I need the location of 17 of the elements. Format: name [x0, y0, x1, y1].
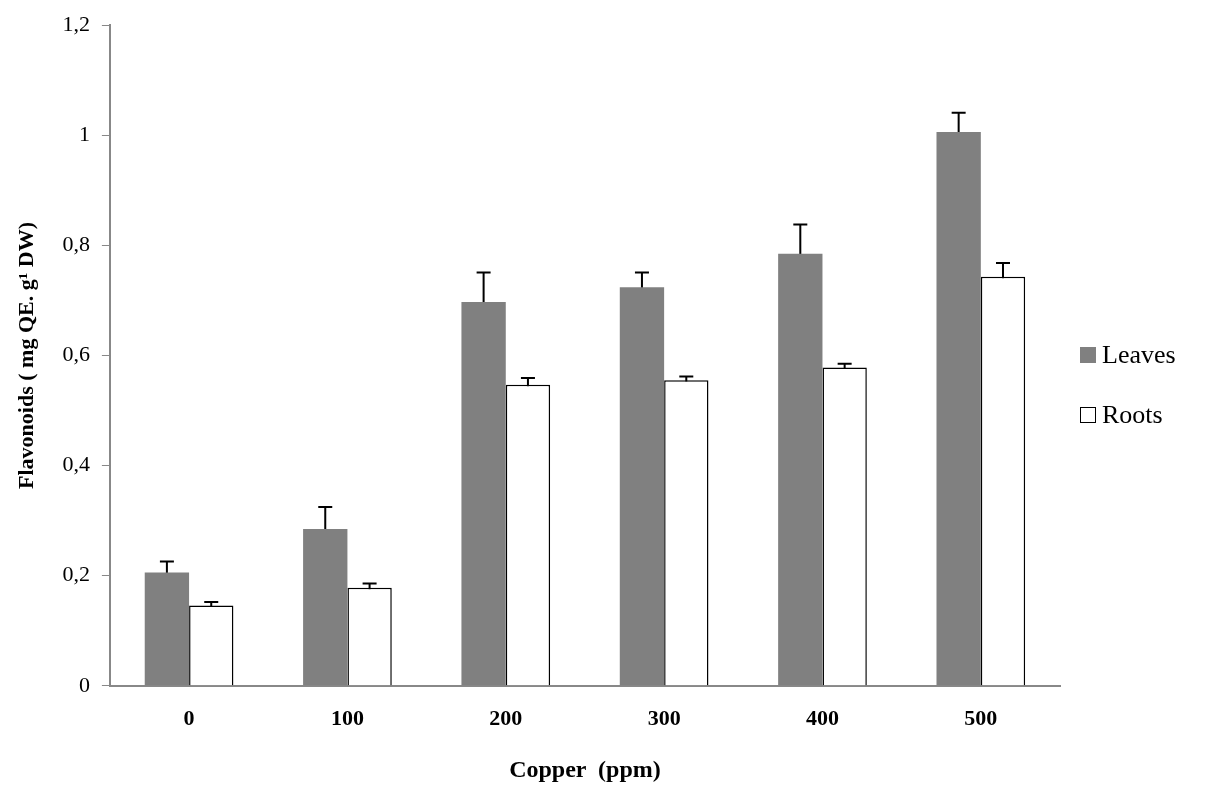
y-tick-label: 0: [78, 671, 90, 697]
x-tick-label: 400: [805, 704, 839, 730]
y-tick-label: 0,8: [62, 231, 90, 257]
text: Roots: [1102, 400, 1163, 430]
x-tick-label: 500: [964, 704, 998, 730]
x-tick-label: 200: [489, 704, 523, 730]
x-axis-title: Copper (ppm): [509, 755, 661, 782]
x-tick-label: 0: [183, 704, 195, 730]
y-axis-title: Flavonoids ( mg QE. g¹ DW): [12, 222, 38, 489]
x-tick-label: 300: [647, 704, 681, 730]
legend-label: Leaves: [1102, 340, 1176, 370]
y-tick-label: 1,2: [62, 10, 90, 36]
y-tick-label: 1: [78, 121, 90, 147]
y-tick-label: 0,6: [62, 341, 90, 367]
y-tick-label: 0,4: [62, 451, 90, 477]
x-tick-label: 100: [330, 704, 364, 730]
y-tick-label: 0,2: [62, 561, 90, 587]
